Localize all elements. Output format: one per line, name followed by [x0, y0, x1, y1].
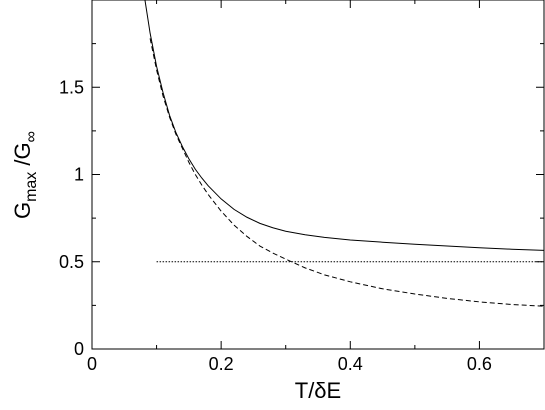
x-tick-label: 0.4 — [338, 354, 363, 374]
x-tick-label: 0.2 — [209, 354, 234, 374]
x-tick-label: 0.6 — [467, 354, 492, 374]
y-tick-label: 1.5 — [59, 77, 84, 97]
series-line-solid — [144, 0, 544, 251]
y-axis-title: Gmax /G∞ — [10, 131, 40, 219]
series-line-dashed — [149, 38, 544, 307]
y-axis-title-main: G — [10, 202, 35, 219]
y-tick-label: 1 — [74, 165, 84, 185]
x-axis-title: T/δE — [295, 378, 341, 403]
y-tick-label: 0 — [74, 339, 84, 359]
y-axis-title-sub1: max — [23, 172, 40, 202]
tick-labels: 0 0.2 0.4 0.6 0 0.5 1 1.5 — [59, 77, 492, 374]
x-tick-label: 0 — [87, 354, 97, 374]
plot-frame — [91, 0, 545, 350]
series-group — [144, 0, 544, 307]
y-axis-title-mid: /G — [10, 142, 35, 171]
y-tick-label: 0.5 — [59, 252, 84, 272]
axis-ticks — [91, 0, 544, 350]
y-axis-title-sub2: ∞ — [23, 131, 40, 142]
